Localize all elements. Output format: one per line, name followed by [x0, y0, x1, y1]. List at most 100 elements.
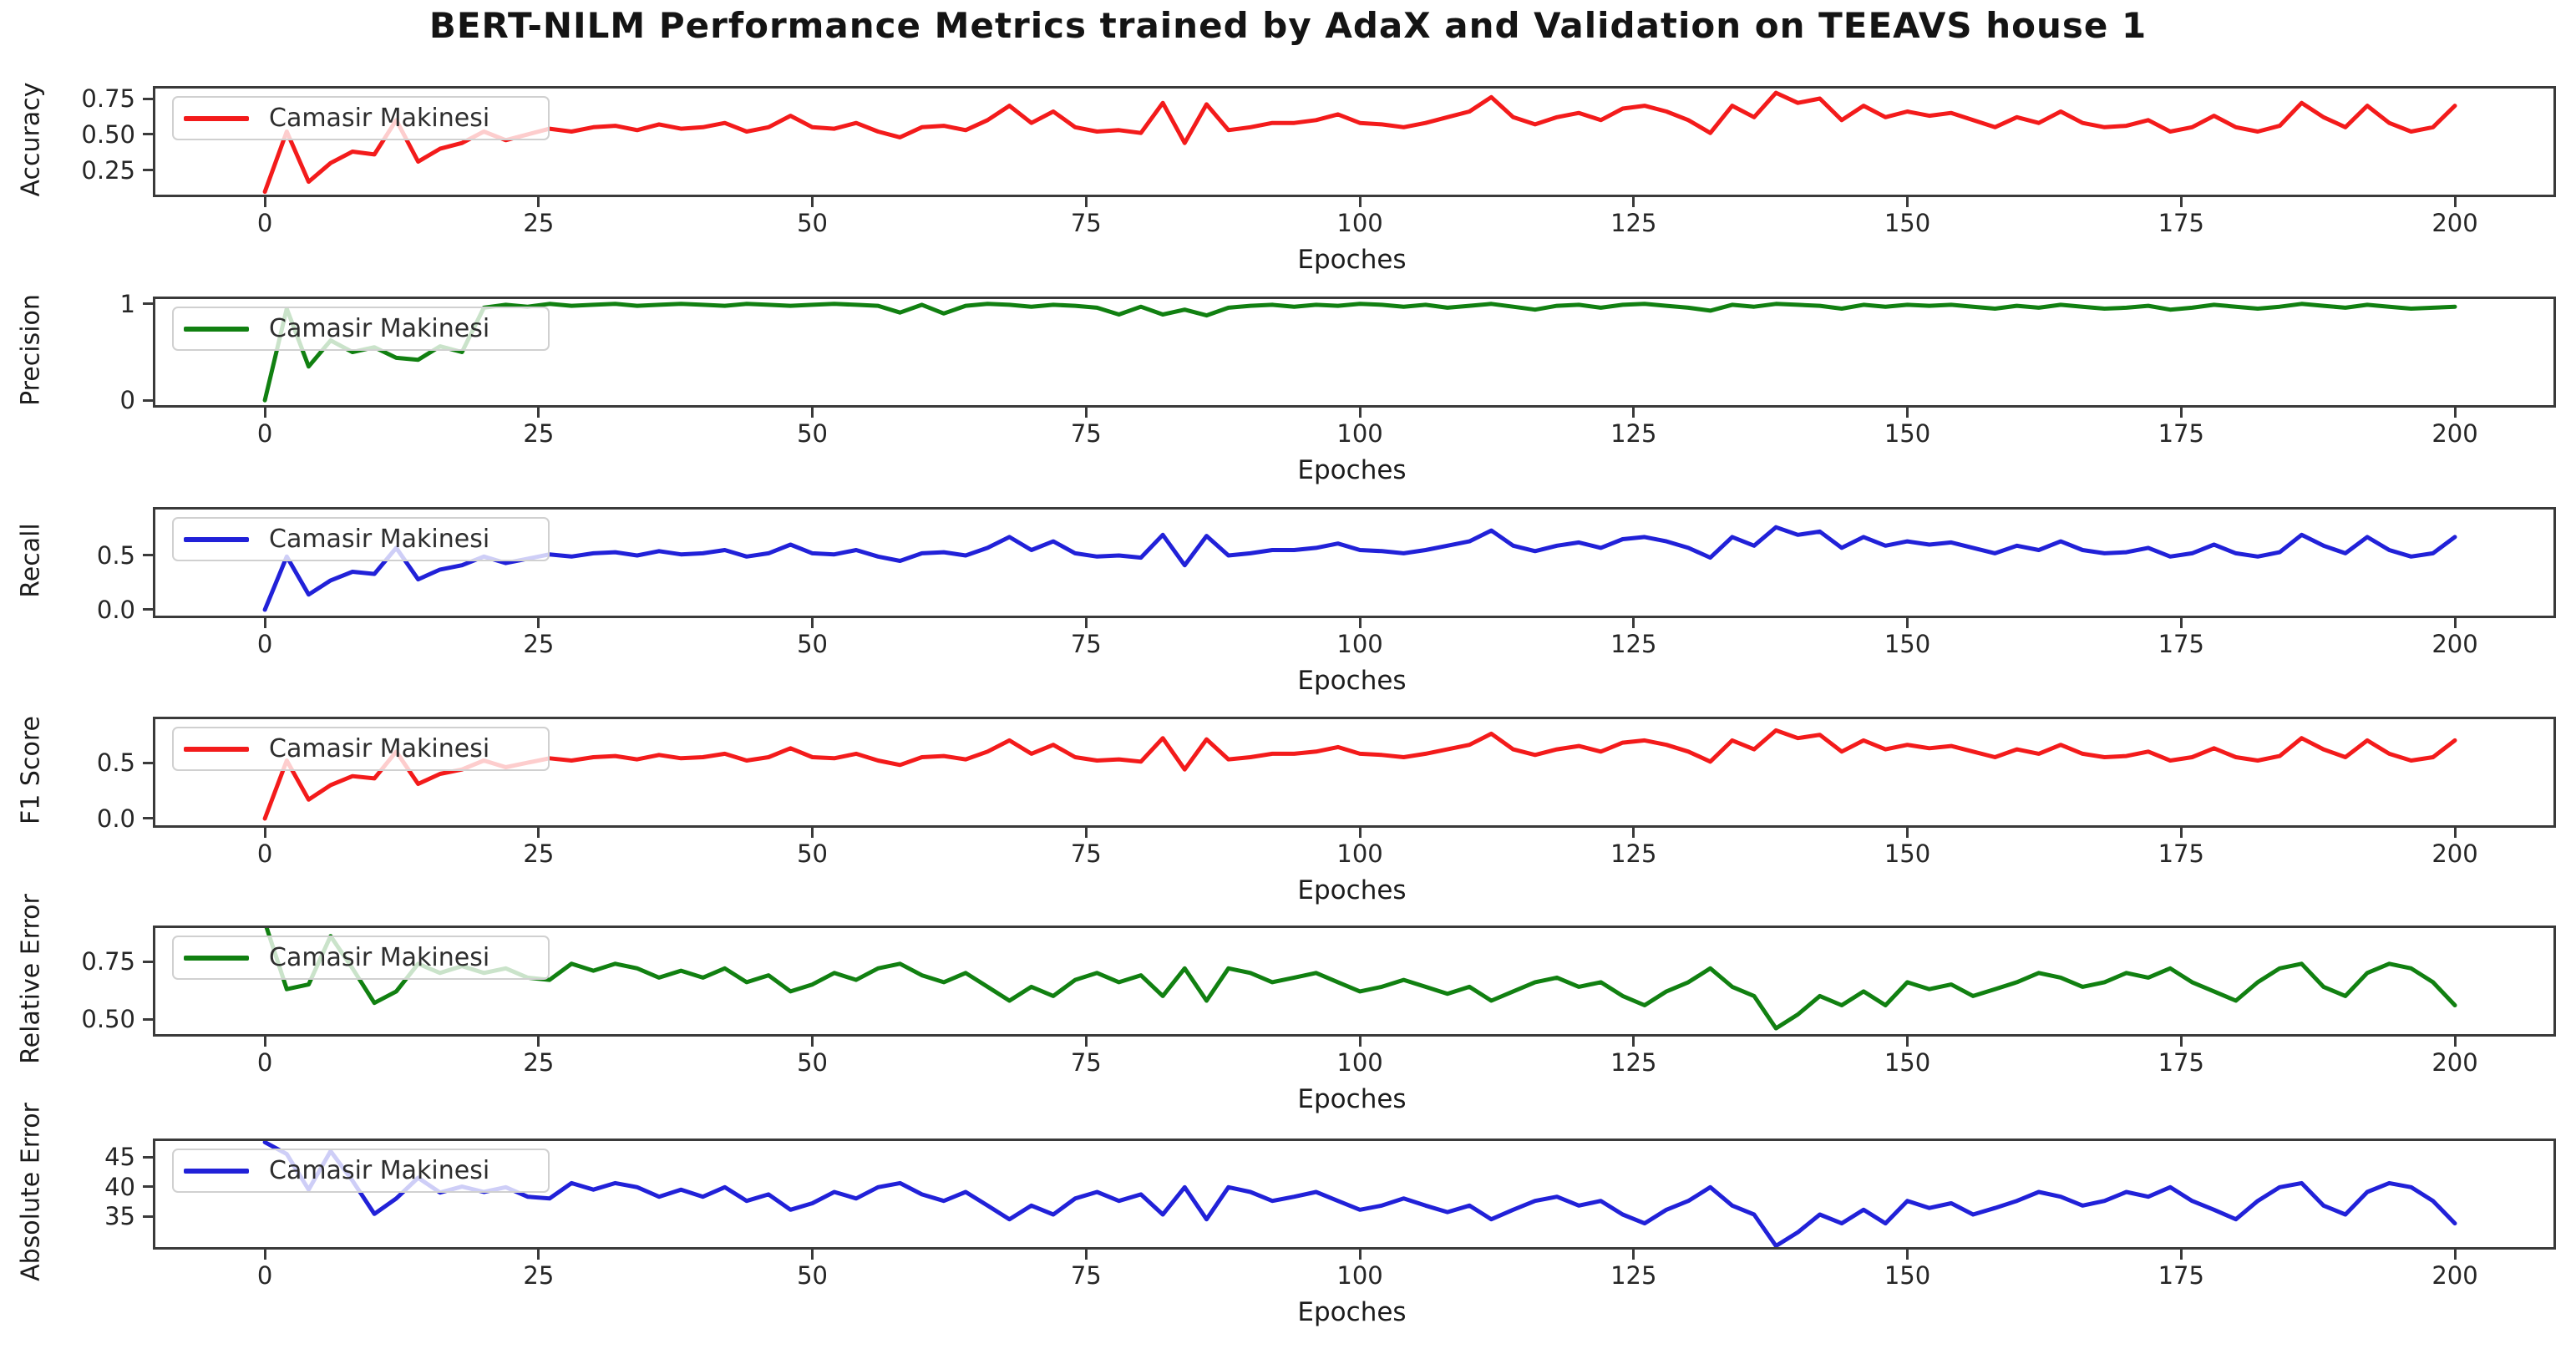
y-tick-mark [143, 761, 153, 764]
subplot-accuracy: Accuracy Camasir Makinesi 0.25 0.50 0.75 0… [0, 82, 2576, 297]
x-tick-label: 0 [256, 209, 273, 237]
legend-label: Camasir Makinesi [269, 314, 490, 343]
x-tick-label: 175 [2158, 630, 2204, 658]
y-tick-mark [143, 302, 153, 306]
x-tick-label: 0 [256, 419, 273, 448]
x-tick-mark [263, 618, 266, 628]
legend-line-swatch [184, 115, 249, 121]
line-series [262, 728, 2457, 821]
legend: Camasir Makinesi [172, 727, 550, 771]
x-tick-label: 25 [523, 209, 555, 237]
x-tick-label: 0 [256, 630, 273, 658]
x-tick-label: 50 [797, 419, 829, 448]
x-tick-label: 100 [1336, 1048, 1383, 1077]
y-tick-label: 40 [104, 1172, 135, 1201]
x-tick-mark [1084, 1037, 1088, 1047]
y-tick-label: 35 [104, 1202, 135, 1231]
x-tick-label: 50 [797, 1261, 829, 1290]
x-ticks: 0 25 50 75 100 125 150 175 200 [155, 928, 2553, 1077]
line-series [262, 90, 2457, 195]
plot-area: Camasir Makinesi 35 40 45 0 25 50 75 100 125 150… [104, 1139, 2556, 1290]
x-tick-label: 100 [1336, 839, 1383, 868]
x-tick-mark [1906, 618, 1909, 628]
y-ticks: 0.50 0.75 [81, 928, 2553, 1034]
y-axis-label: Relative Error [16, 893, 46, 1064]
x-tick-mark [1906, 1037, 1909, 1047]
y-tick-mark [143, 133, 153, 136]
legend-line-swatch [184, 746, 249, 752]
x-tick-label: 125 [1610, 839, 1657, 868]
y-axis-label-wrap: Absolute Error [7, 1103, 55, 1281]
x-tick-mark [263, 197, 266, 207]
x-tick-mark [2179, 618, 2183, 628]
x-tick-mark [1906, 197, 1909, 207]
x-tick-label: 25 [523, 1048, 555, 1077]
x-tick-label: 200 [2431, 1261, 2478, 1290]
x-tick-label: 150 [1884, 1261, 1931, 1290]
legend: Camasir Makinesi [172, 936, 550, 980]
x-tick-label: 200 [2431, 630, 2478, 658]
x-tick-label: 100 [1336, 630, 1383, 658]
x-tick-mark [537, 1037, 540, 1047]
x-tick-mark [2453, 618, 2457, 628]
x-tick-label: 75 [1070, 1048, 1102, 1077]
legend-line-swatch [184, 326, 249, 332]
x-tick-label: 150 [1884, 630, 1931, 658]
x-tick-mark [1084, 197, 1088, 207]
y-tick-label: 0.0 [96, 804, 135, 833]
y-axis-label-wrap: Relative Error [7, 894, 55, 1064]
y-axis-label: F1 Score [16, 715, 46, 824]
x-tick-mark [2453, 408, 2457, 418]
x-tick-label: 175 [2158, 209, 2204, 237]
x-tick-mark [1358, 1037, 1362, 1047]
x-axis-label: Epoches [1297, 245, 1407, 275]
y-axis-label-wrap: Recall [7, 507, 55, 613]
x-tick-label: 25 [523, 1261, 555, 1290]
y-axis-label-wrap: F1 Score [7, 715, 55, 824]
y-ticks: 0.25 0.50 0.75 [81, 84, 2553, 195]
y-ticks: 0.0 0.5 [97, 510, 2553, 624]
y-tick-mark [143, 1155, 153, 1159]
x-tick-label: 175 [2158, 839, 2204, 868]
x-tick-label: 75 [1070, 209, 1102, 237]
plot-area: Camasir Makinesi 0.25 0.50 0.75 0 25 50 75 100… [81, 84, 2556, 237]
legend-label: Camasir Makinesi [269, 734, 490, 763]
subplot-absolute-error: Absolute Error Camasir Makinesi 35 40 45 0… [0, 1103, 2576, 1349]
x-tick-label: 200 [2431, 1048, 2478, 1077]
legend: Camasir Makinesi [172, 96, 550, 140]
x-tick-mark [1084, 408, 1088, 418]
y-tick-label: 0.5 [96, 748, 135, 778]
y-tick-mark [143, 398, 153, 402]
x-tick-label: 175 [2158, 1261, 2204, 1290]
y-tick-label: 1 [119, 289, 135, 318]
x-ticks: 0 25 50 75 100 125 150 175 200 [155, 719, 2553, 868]
subplot-f1-score: F1 Score Camasir Makinesi 0.0 0.5 0 25 50 75… [0, 715, 2576, 927]
y-tick-label: 0.50 [81, 1005, 135, 1034]
x-tick-mark [811, 618, 814, 628]
y-axis-label: Accuracy [16, 82, 46, 196]
figure-title: BERT-NILM Performance Metrics trained by… [428, 5, 2148, 46]
legend-line-swatch [184, 1168, 249, 1174]
x-tick-mark [537, 828, 540, 838]
x-ticks: 0 25 50 75 100 125 150 175 200 [155, 510, 2553, 658]
x-tick-mark [2453, 828, 2457, 838]
y-tick-label: 0.75 [81, 84, 135, 113]
x-tick-mark [537, 408, 540, 418]
x-tick-mark [1084, 1250, 1088, 1260]
x-tick-label: 25 [523, 630, 555, 658]
x-tick-label: 50 [797, 1048, 829, 1077]
y-tick-label: 0.50 [81, 119, 135, 149]
x-tick-mark [2179, 828, 2183, 838]
y-tick-label: 0.5 [96, 540, 135, 570]
x-tick-label: 200 [2431, 839, 2478, 868]
x-tick-mark [2179, 1250, 2183, 1260]
x-tick-label: 50 [797, 839, 829, 868]
x-tick-label: 50 [797, 209, 829, 237]
line-series [264, 928, 2457, 1031]
x-tick-label: 175 [2158, 419, 2204, 448]
x-tick-label: 0 [256, 1261, 273, 1290]
x-tick-mark [1906, 1250, 1909, 1260]
x-tick-mark [537, 1250, 540, 1260]
